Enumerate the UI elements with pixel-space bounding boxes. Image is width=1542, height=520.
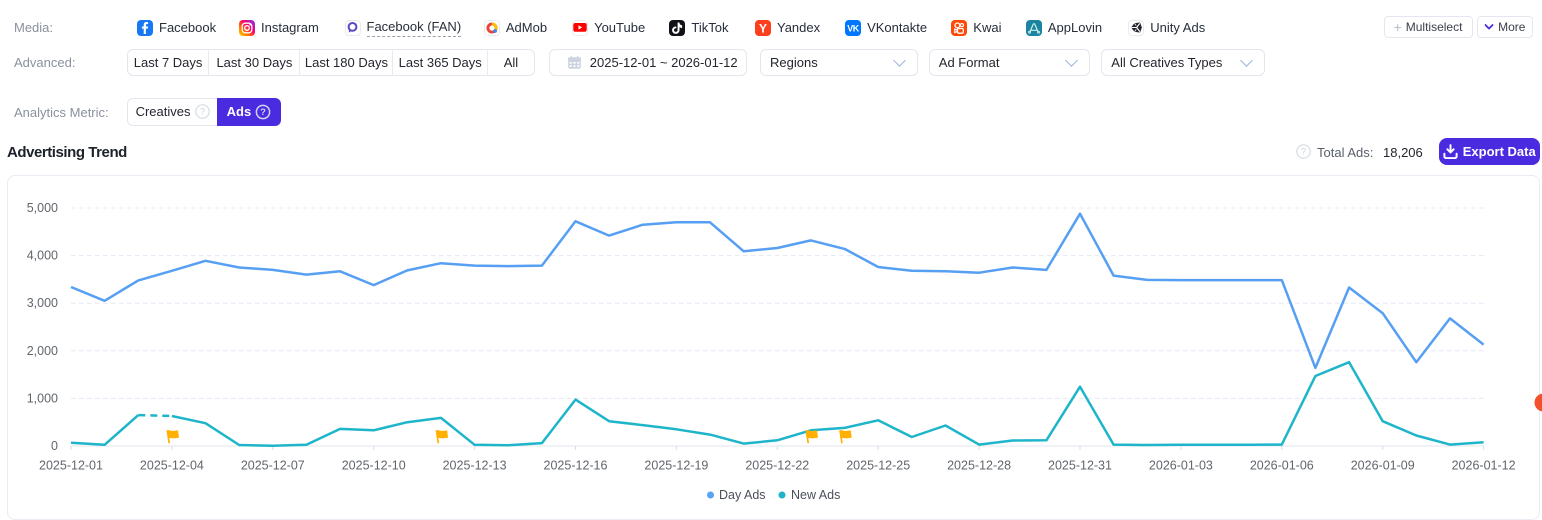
svg-text:2025-12-28: 2025-12-28	[947, 459, 1011, 473]
svg-text:New Ads: New Ads	[791, 488, 840, 502]
svg-text:1,000: 1,000	[27, 391, 58, 405]
svg-text:2025-12-31: 2025-12-31	[1048, 459, 1112, 473]
svg-text:2025-12-10: 2025-12-10	[342, 459, 406, 473]
svg-text:2,000: 2,000	[27, 344, 58, 358]
svg-text:2026-01-06: 2026-01-06	[1250, 459, 1314, 473]
svg-text:2025-12-13: 2025-12-13	[443, 459, 507, 473]
svg-text:5,000: 5,000	[27, 201, 58, 215]
svg-text:4,000: 4,000	[27, 249, 58, 263]
svg-text:2025-12-22: 2025-12-22	[745, 459, 809, 473]
svg-text:2026-01-03: 2026-01-03	[1149, 459, 1213, 473]
svg-text:2025-12-07: 2025-12-07	[241, 459, 305, 473]
svg-text:Day Ads: Day Ads	[719, 488, 766, 502]
svg-text:2026-01-09: 2026-01-09	[1351, 459, 1415, 473]
svg-text:2026-01-12: 2026-01-12	[1452, 459, 1516, 473]
svg-text:2025-12-16: 2025-12-16	[544, 459, 608, 473]
svg-text:2025-12-04: 2025-12-04	[140, 459, 204, 473]
svg-text:2025-12-01: 2025-12-01	[39, 459, 103, 473]
svg-text:3,000: 3,000	[27, 296, 58, 310]
svg-text:0: 0	[51, 439, 58, 453]
svg-text:2025-12-19: 2025-12-19	[644, 459, 708, 473]
svg-text:2025-12-25: 2025-12-25	[846, 459, 910, 473]
